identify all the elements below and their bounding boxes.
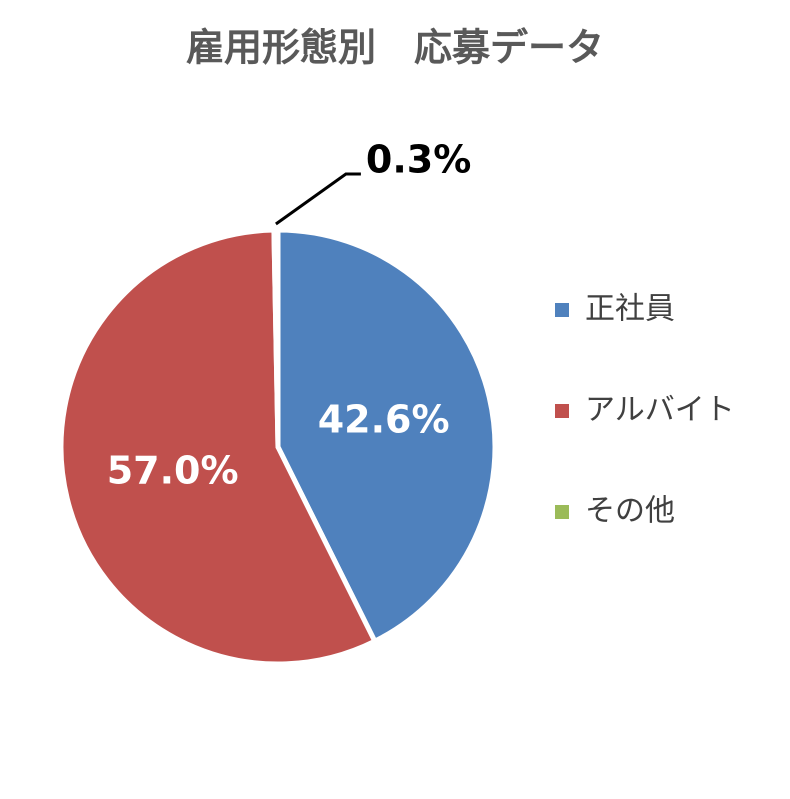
legend-label: 正社員	[585, 292, 675, 327]
chart-title: 雇用形態別 応募データ	[186, 26, 604, 70]
legend-swatch	[555, 303, 569, 317]
legend-swatch	[555, 404, 569, 418]
legend-swatch	[555, 505, 569, 519]
leader-line	[275, 172, 361, 226]
data-label: 0.3%	[366, 138, 471, 182]
data-label: 57.0%	[107, 448, 239, 492]
legend-label: アルバイト	[585, 393, 735, 428]
pie-slice	[58, 227, 378, 667]
legend-label: その他	[585, 494, 675, 529]
pie-slice	[271, 227, 281, 450]
data-label: 42.6%	[318, 398, 450, 442]
pie-slice	[275, 227, 498, 644]
